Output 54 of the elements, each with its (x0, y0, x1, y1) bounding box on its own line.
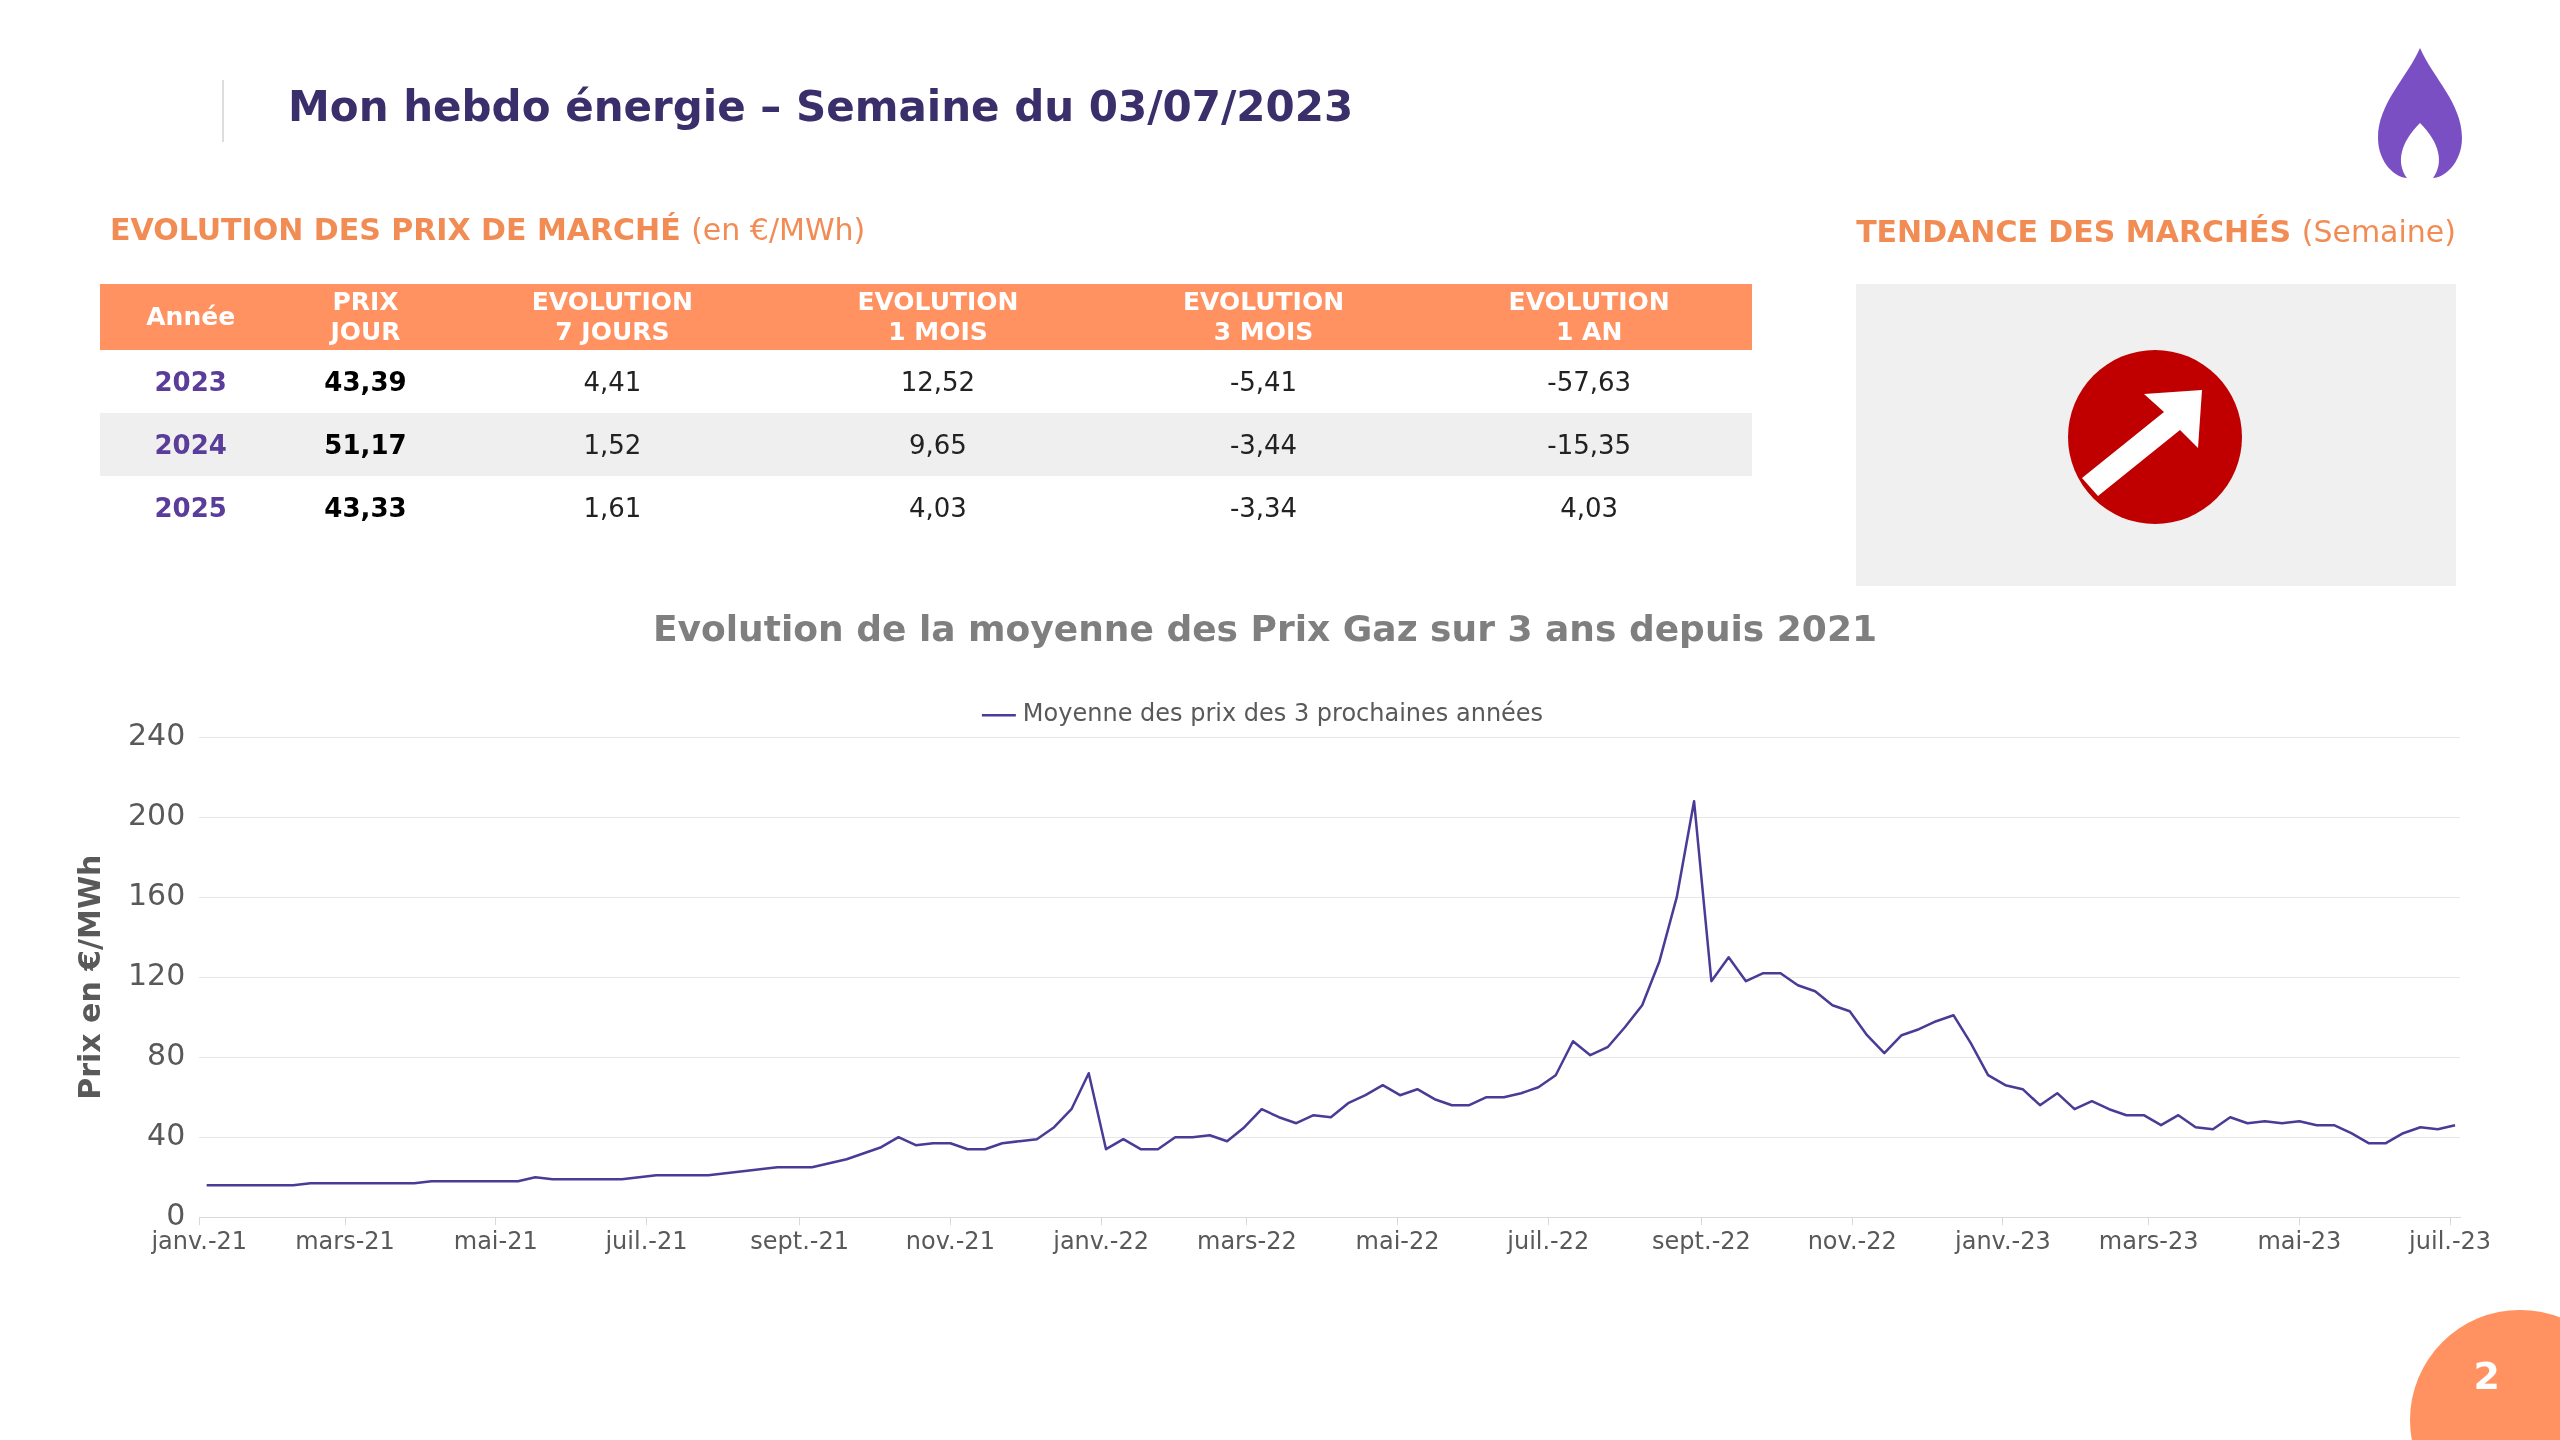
category-label: 2023 (154, 366, 227, 397)
text: 1,52 (583, 429, 642, 460)
text: -15,35 (1547, 429, 1632, 460)
chart-title: Evolution de la moyenne des Prix Gaz sur 3 ans depuis 2021 (652, 607, 1878, 649)
category-label: EVOLUTION 3 MOIS (1100, 284, 1427, 350)
category-label: PRIX JOUR (281, 284, 450, 350)
x-tick-label: mai-21 (453, 1226, 538, 1255)
x-tick-label: janv.-23 (1954, 1226, 2051, 1255)
text: TENDANCE DES MARCHÉS (1856, 214, 2292, 249)
x-tick-label: mai-22 (1355, 1226, 1440, 1255)
text: -57,63 (1547, 366, 1632, 397)
category-label: EVOLUTION 1 AN (1426, 284, 1752, 350)
x-tick-label: juil.-22 (1506, 1226, 1590, 1255)
text: 1,61 (583, 492, 642, 523)
x-tick-label: mai-23 (2257, 1226, 2342, 1255)
y-tick-label: 40 (147, 1117, 186, 1152)
text: 4,41 (583, 366, 642, 397)
x-tick-label: nov.-21 (905, 1226, 995, 1255)
category-label: EVOLUTION 7 JOURS (449, 284, 776, 350)
text: (en €/MWh) (691, 212, 866, 247)
text: -3,34 (1229, 492, 1298, 523)
text: 12,52 (900, 366, 976, 397)
x-tick-label: juil.-21 (604, 1226, 688, 1255)
x-tick-label: janv.-22 (1052, 1226, 1149, 1255)
text: -5,41 (1229, 366, 1298, 397)
text: 51,17 (324, 429, 407, 460)
y-axis-title: Prix en €/MWh (71, 854, 107, 1100)
text: 43,33 (324, 492, 407, 523)
text: 9,65 (908, 429, 967, 460)
text: 4,03 (1560, 492, 1619, 523)
text: -3,44 (1229, 429, 1298, 460)
text: EVOLUTION DES PRIX DE MARCHÉ (110, 212, 681, 247)
text: (Semaine) (2301, 214, 2456, 249)
legend-label: Moyenne des prix des 3 prochaines années (1022, 699, 1544, 728)
x-tick-label: mars-21 (295, 1226, 395, 1255)
x-tick-label: sept.-22 (1652, 1226, 1751, 1255)
y-tick-label: 240 (128, 717, 186, 752)
x-tick-label: sept.-21 (750, 1226, 850, 1255)
y-tick-label: 200 (128, 797, 186, 832)
category-label: 2025 (154, 492, 227, 523)
y-tick-label: 160 (128, 877, 186, 912)
text: 43,39 (324, 366, 407, 397)
y-tick-label: 120 (128, 957, 186, 992)
x-tick-label: mars-23 (2098, 1226, 2199, 1255)
x-tick-label: mars-22 (1197, 1226, 1297, 1255)
x-tick-label: juil.-23 (2408, 1226, 2492, 1255)
text: 4,03 (908, 492, 967, 523)
category-label: 2024 (154, 429, 227, 460)
text: Mon hebdo énergie – Semaine du 03/07/2023 (288, 82, 1354, 131)
text: 2 (2473, 1354, 2500, 1398)
x-tick-label: nov.-22 (1807, 1226, 1897, 1255)
category-label: Année (100, 284, 282, 350)
category-label: EVOLUTION 1 MOIS (775, 284, 1101, 350)
y-tick-label: 80 (147, 1037, 186, 1072)
